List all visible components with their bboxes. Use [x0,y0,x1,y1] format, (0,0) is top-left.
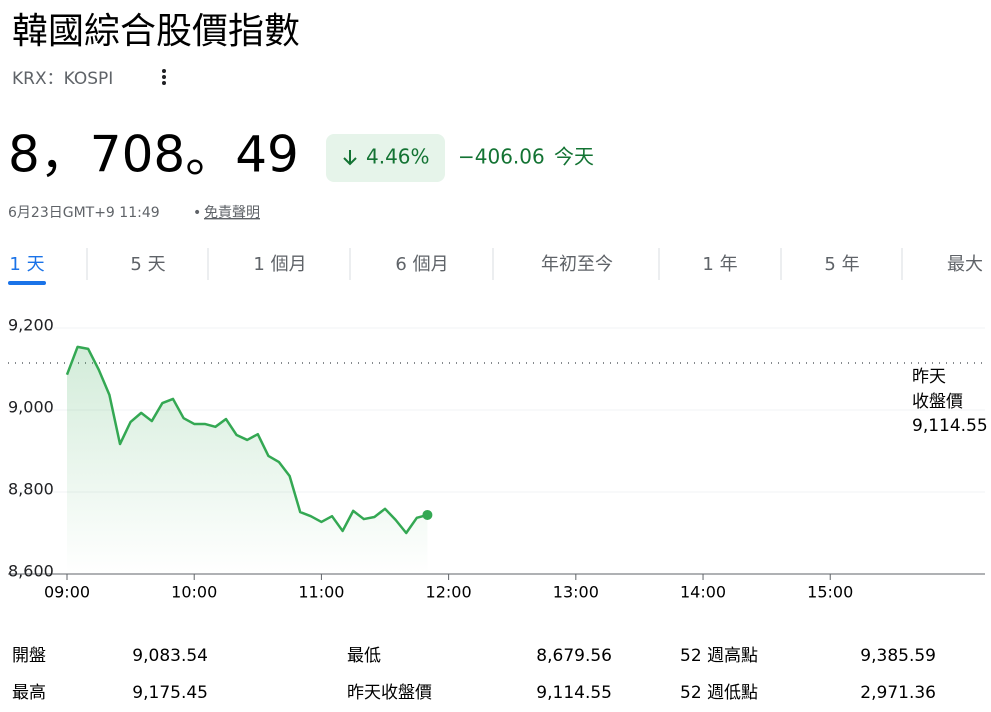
stat-value: 8,679.56 [536,646,612,666]
stat-label: 昨天收盤價 [347,683,432,703]
change: −406.06 [458,145,545,169]
stat-value: 9,175.45 [132,683,208,703]
x-tick-label: 09:00 [44,583,90,602]
stat-label: 開盤 [12,646,46,666]
x-tick-label: 10:00 [171,583,217,602]
stat-value: 9,385.59 [860,646,936,666]
tab[interactable]: 6 個月 [395,254,448,275]
bullet: • [193,205,201,221]
price: 8，708。49 [8,126,299,184]
down-arrow [343,150,357,166]
reference-label: 收盤價 [912,392,963,412]
x-tick-label: 11:00 [298,583,344,602]
tab[interactable]: 1 個月 [253,254,306,275]
tab[interactable]: 5 年 [824,254,859,275]
stat-label: 最低 [347,646,381,666]
current-point [422,509,433,520]
x-tick-label: 12:00 [426,583,472,602]
timestamp: 6月23日GMT+9 11:49 [8,205,160,221]
change-badge [326,134,445,182]
tab[interactable]: 最大 [947,254,983,275]
disclaimer[interactable]: 免責聲明 [204,204,260,221]
stat-label: 最高 [12,683,46,703]
tab[interactable]: 年初至今 [541,254,613,275]
y-tick-label: 9,200 [8,316,54,335]
stat-label: 52 週高點 [680,646,758,666]
stat-value: 9,083.54 [132,646,208,666]
stat-label: 52 週低點 [680,683,758,703]
change-percent: 4.46% [366,145,430,169]
more-menu[interactable] [162,69,166,85]
price-line [65,345,428,535]
y-tick-label: 8,800 [8,480,54,499]
exchange: KRX：KOSPI [12,69,113,89]
y-tick-label: 8,600 [8,562,54,581]
reference-label: 昨天 [912,367,946,387]
tab[interactable]: 1 年 [702,254,737,275]
stat-value: 2,971.36 [860,683,936,703]
x-tick-label: 14:00 [680,583,726,602]
tab-indicator [8,281,46,285]
y-tick-label: 9,000 [8,398,54,417]
x-tick-label: 13:00 [553,583,599,602]
reference-value: 9,114.55 [912,416,988,436]
tab[interactable]: 5 天 [130,254,165,275]
x-tick-label: 15:00 [807,583,853,602]
period: 今天 [554,145,594,169]
area [67,346,428,574]
title: 韓國綜合股價指數 [12,11,300,52]
tab[interactable]: 1 天 [9,254,44,275]
stat-value: 9,114.55 [536,683,612,703]
